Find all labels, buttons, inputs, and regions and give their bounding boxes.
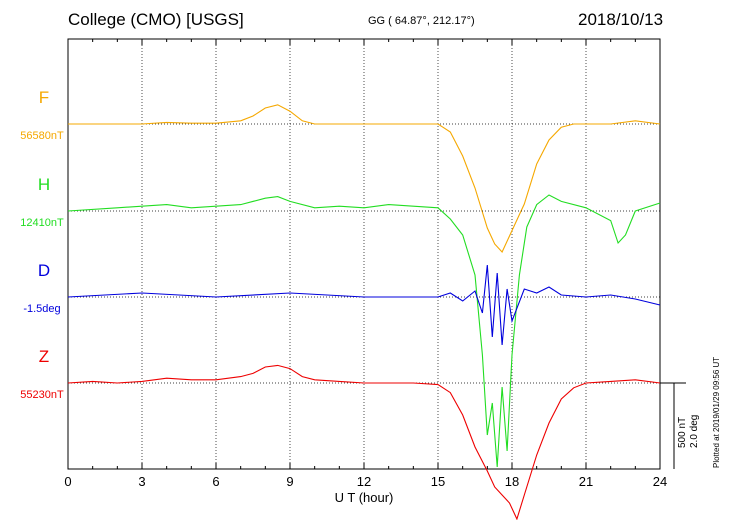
chart-date: 2018/10/13	[578, 10, 664, 29]
series-line-f	[68, 104, 661, 253]
station-title: College (CMO) [USGS]	[68, 10, 244, 29]
channel-baseline-d: -1.5deg	[23, 303, 61, 315]
x-tick-label: 6	[212, 474, 219, 489]
channel-baseline-f: 56580nT	[20, 130, 64, 142]
channel-name-z: Z	[38, 347, 50, 366]
x-tick-label: 15	[431, 474, 445, 489]
station-coords: GG ( 64.87°, 212.17°)	[368, 15, 475, 27]
x-tick-label: 3	[138, 474, 145, 489]
scale-label-deg: 2.0 deg	[689, 414, 700, 448]
channel-baseline-h: 12410nT	[20, 217, 64, 229]
x-tick-label: 18	[505, 474, 519, 489]
series-line-d	[67, 264, 661, 346]
x-tick-label: 12	[357, 474, 371, 489]
series-line-z	[67, 364, 661, 520]
x-tick-label: 24	[653, 474, 667, 489]
plot-frame	[67, 38, 661, 470]
channel-baseline-z: 55230nT	[20, 389, 64, 401]
series-line-h	[67, 194, 661, 468]
channel-name-d: D	[37, 261, 51, 280]
channel-name-f: F	[38, 88, 50, 107]
x-tick-label: 0	[64, 474, 71, 489]
plotted-timestamp: Plotted at 2019/01/29 09:56 UT	[712, 356, 721, 468]
x-axis-label: U T (hour)	[335, 490, 394, 505]
x-tick-label: 21	[579, 474, 593, 489]
channel-name-h: H	[37, 175, 51, 194]
scale-label-nt: 500 nT	[677, 416, 688, 448]
x-tick-label: 9	[286, 474, 293, 489]
